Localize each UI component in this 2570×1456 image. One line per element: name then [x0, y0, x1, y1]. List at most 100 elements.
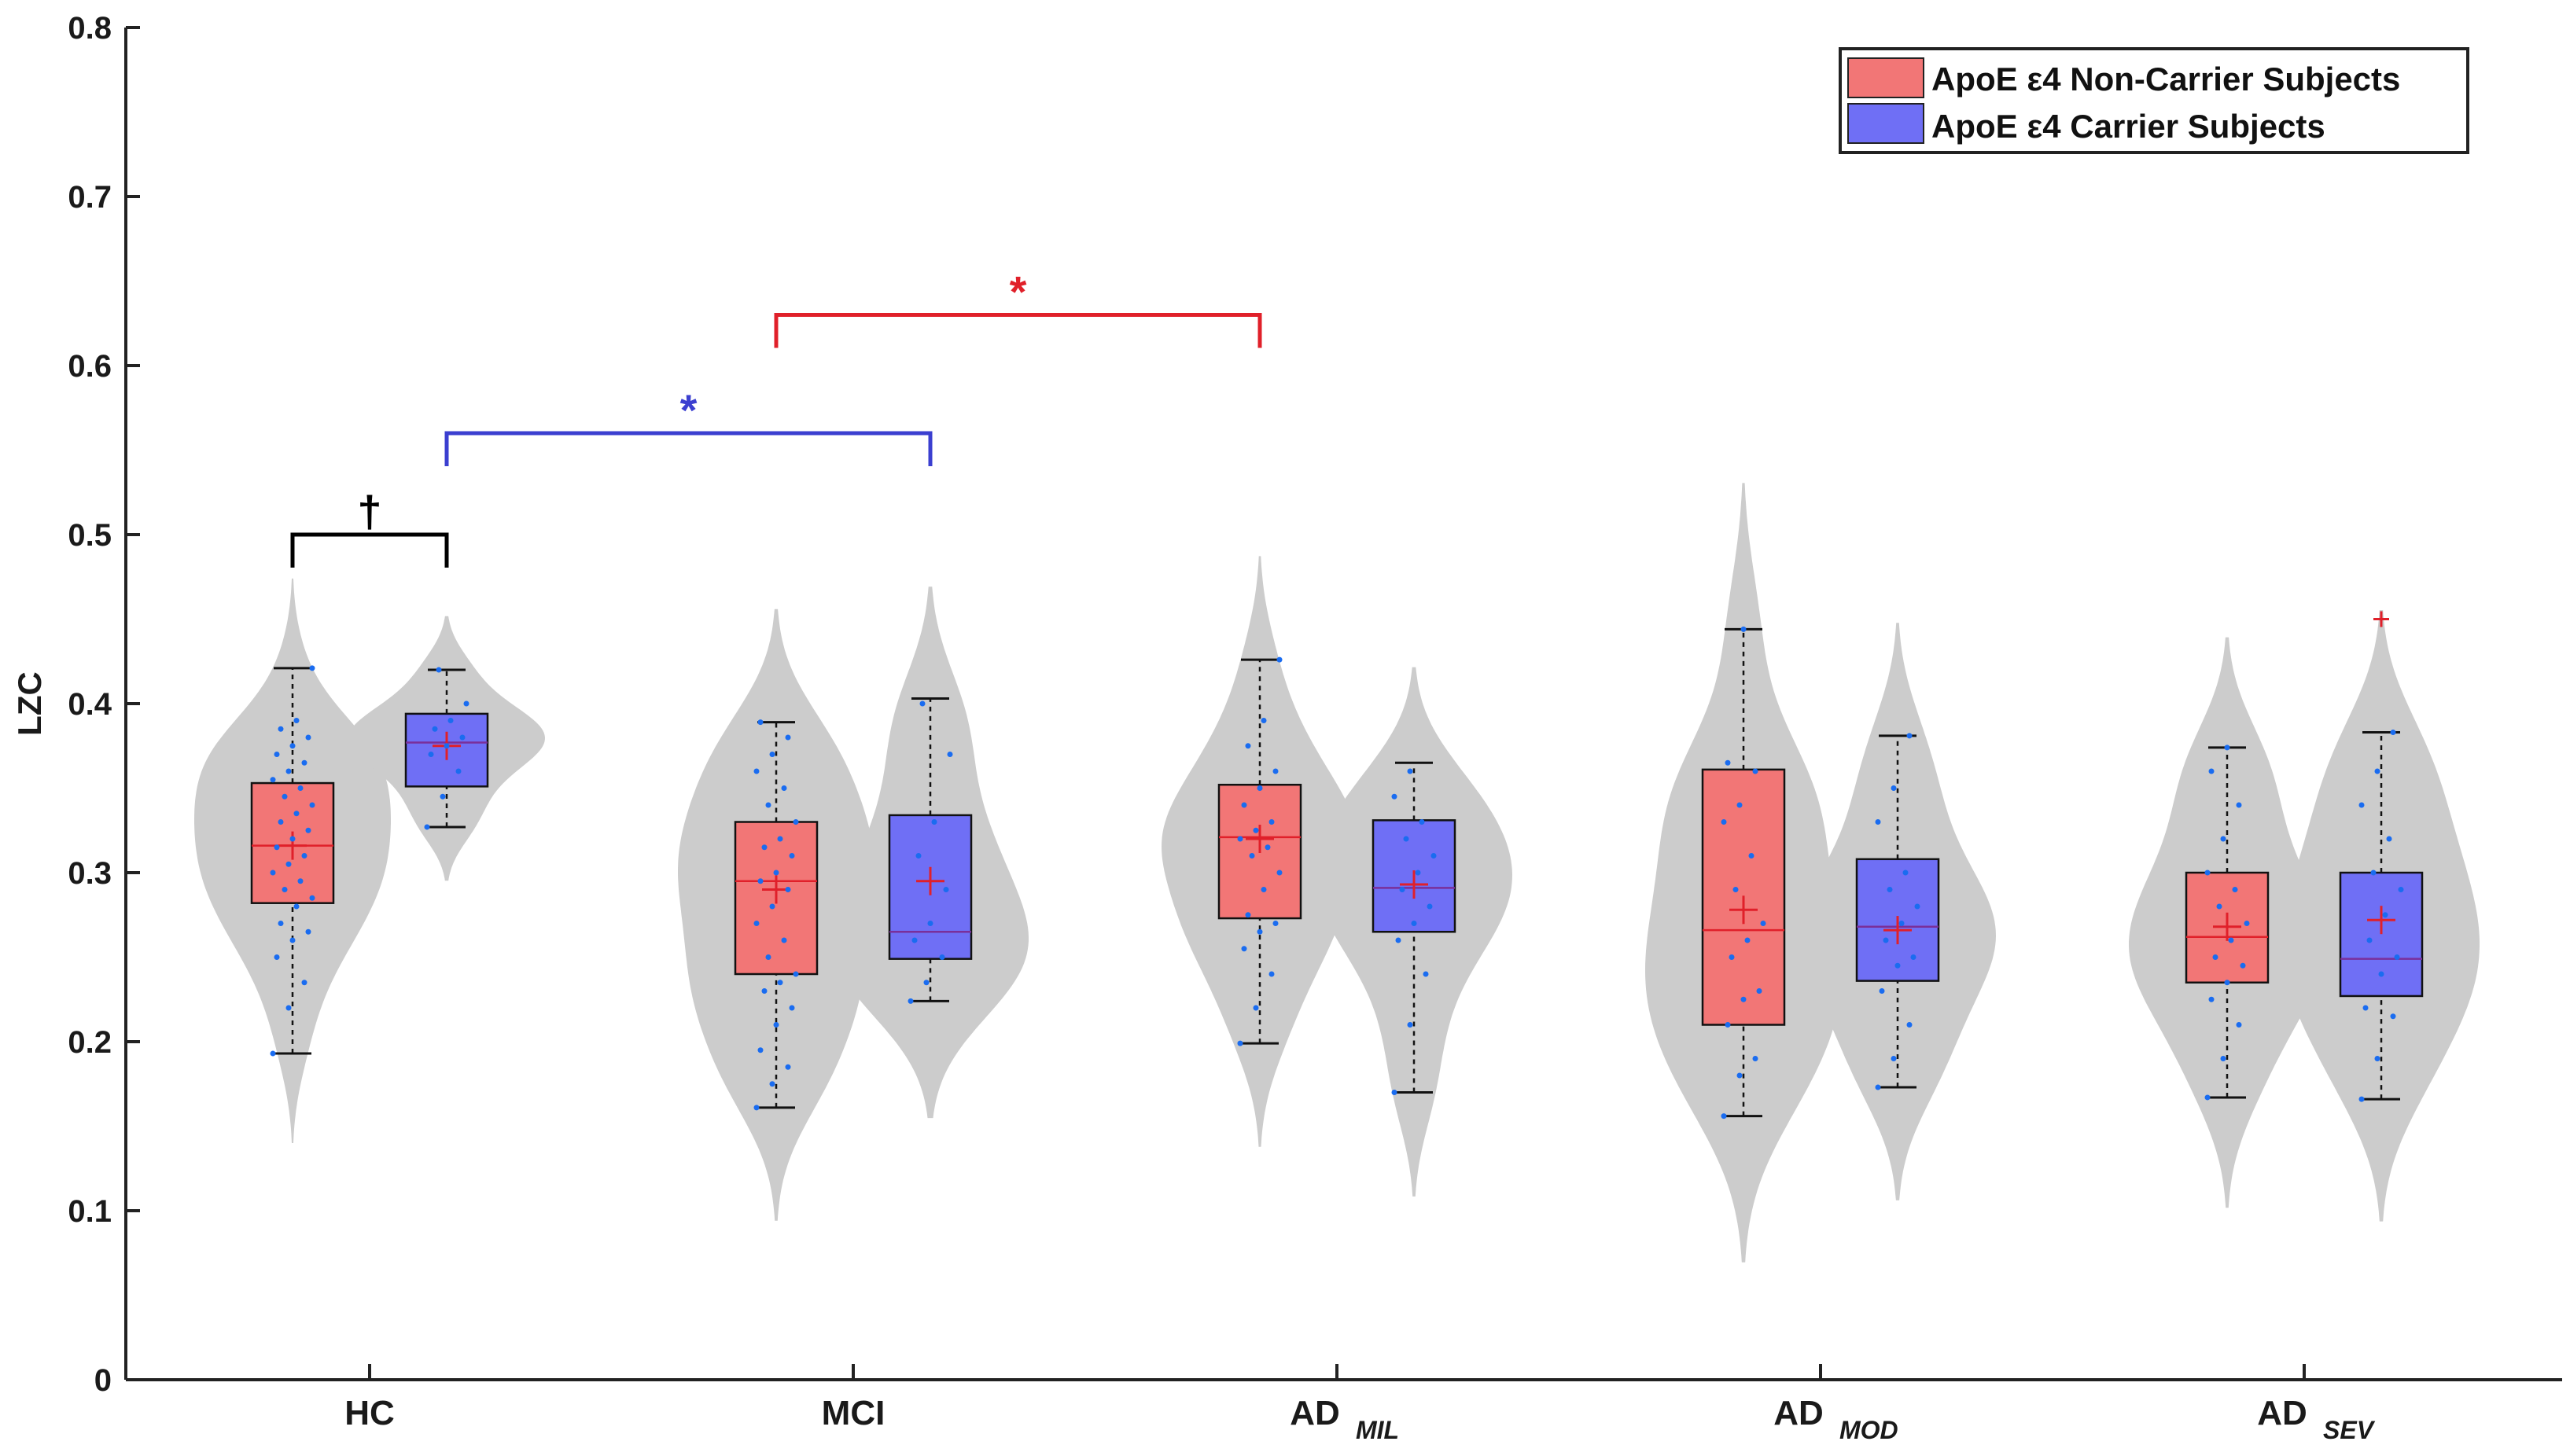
data-point: [1257, 785, 1263, 791]
data-point: [2220, 1056, 2226, 1061]
data-point: [765, 802, 771, 808]
data-point: [753, 1105, 760, 1111]
data-point: [1887, 887, 1893, 892]
data-point: [2374, 768, 2380, 774]
data-point: [1391, 793, 1397, 800]
data-point: [297, 878, 304, 884]
data-point: [1914, 903, 1920, 910]
data-point: [1241, 946, 1247, 952]
data-point: [2386, 836, 2392, 842]
significance-bracket: [290, 532, 449, 568]
data-point: [1910, 954, 1916, 960]
data-point: [1268, 819, 1275, 825]
data-point: [777, 836, 783, 842]
y-axis-label: LZC: [11, 671, 48, 736]
data-point: [424, 824, 430, 830]
data-point: [428, 752, 434, 757]
data-point: [274, 752, 280, 757]
y-tick-label: 0.7: [68, 180, 112, 215]
data-point: [1430, 853, 1437, 859]
y-tick-label: 0.2: [68, 1025, 112, 1060]
data-point: [309, 895, 315, 901]
data-point: [2390, 730, 2396, 736]
x-tick-label: MCI: [822, 1394, 886, 1432]
data-point: [1736, 1072, 1743, 1079]
data-point: [1725, 1022, 1731, 1028]
data-point: [1732, 887, 1739, 892]
data-point: [305, 734, 311, 741]
box: [250, 781, 335, 904]
significance-symbol: †: [357, 487, 381, 536]
data-point: [1391, 1090, 1397, 1095]
x-tick-sublabel: MOD: [1839, 1416, 1898, 1444]
data-point: [781, 785, 787, 791]
data-point: [1725, 759, 1731, 766]
data-point: [305, 928, 311, 935]
data-point: [2204, 1094, 2211, 1101]
data-point: [1721, 1113, 1727, 1120]
data-point: [455, 768, 462, 774]
data-point: [769, 903, 775, 910]
data-point: [1253, 1005, 1259, 1011]
data-point: [1423, 971, 1429, 977]
data-point: [1407, 1022, 1413, 1028]
x-tick-sublabel: MIL: [1356, 1416, 1399, 1444]
data-point: [305, 827, 311, 833]
data-point: [1399, 887, 1405, 892]
data-point: [293, 811, 300, 817]
data-point: [1237, 836, 1243, 842]
data-point: [793, 971, 799, 977]
data-point: [1272, 768, 1279, 774]
data-point: [1906, 733, 1913, 739]
data-point: [1729, 954, 1735, 960]
data-point: [1245, 912, 1251, 918]
y-tick-label: 0.4: [68, 687, 112, 722]
data-point: [2382, 912, 2388, 918]
data-point: [761, 988, 768, 994]
data-point: [459, 734, 466, 741]
data-point: [781, 937, 787, 943]
data-point: [793, 819, 799, 825]
data-point: [1748, 853, 1754, 859]
data-point: [1419, 819, 1425, 825]
significance-brackets: † * *: [290, 267, 1262, 568]
data-point: [440, 793, 446, 800]
data-point: [2358, 802, 2365, 808]
data-point: [447, 718, 454, 723]
data-point: [1740, 626, 1747, 632]
y-tick-label: 0: [94, 1363, 112, 1398]
data-point: [2216, 903, 2222, 910]
data-point: [769, 1081, 775, 1087]
data-point: [947, 752, 953, 757]
data-point: [2240, 962, 2246, 969]
data-point: [285, 861, 292, 867]
data-point: [1265, 844, 1271, 851]
data-point: [270, 1050, 276, 1057]
x-tick-label: HC: [344, 1394, 395, 1432]
x-tick-label: AD: [2257, 1394, 2307, 1432]
data-point: [1427, 903, 1433, 910]
data-point: [1883, 937, 1889, 943]
data-point: [2220, 836, 2226, 842]
data-point: [2244, 921, 2250, 926]
data-point: [765, 954, 771, 960]
data-point: [2204, 870, 2211, 876]
significance-symbol: *: [1010, 267, 1027, 317]
data-point: [1756, 988, 1762, 994]
data-point: [927, 921, 933, 926]
data-point: [753, 768, 760, 774]
data-point: [1241, 802, 1247, 808]
legend-box: [1839, 47, 2469, 154]
data-point: [1879, 988, 1885, 994]
data-point: [757, 878, 764, 884]
data-points: [270, 626, 2404, 1120]
axes: LZC 0 0.1 0.2 0.3 0.4 0.5 0.6 0.7 0.8 HC MCI AD MIL A…: [11, 11, 2562, 1444]
data-point: [1411, 921, 1417, 926]
data-point: [757, 719, 764, 726]
data-point: [444, 743, 450, 749]
data-point: [1898, 921, 1905, 926]
legend-swatch-noncarrier: [1847, 57, 1924, 98]
data-point: [1415, 870, 1421, 876]
data-point: [939, 954, 945, 960]
data-point: [278, 921, 284, 926]
